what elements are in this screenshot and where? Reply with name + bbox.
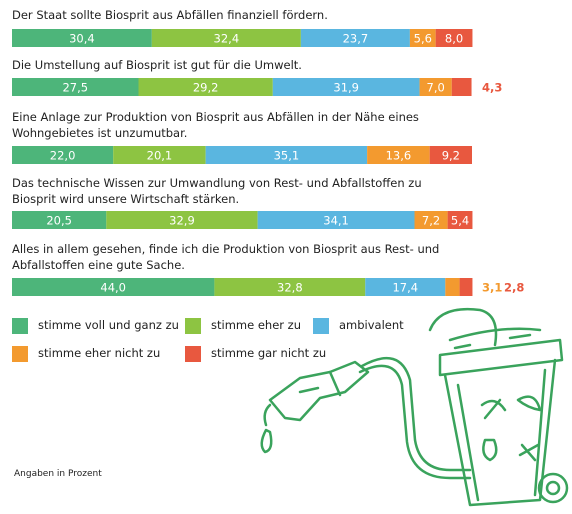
value-label: 5,6 [414,32,432,46]
value-label: 32,8 [277,281,303,295]
legend-label: stimme eher nicht zu [38,346,160,360]
legend-label: stimme voll und ganz zu [38,318,179,332]
legend-swatch [12,318,28,334]
value-label: 7,2 [422,214,440,228]
legend-label: ambivalent [339,318,404,332]
legend-swatch [12,346,28,362]
value-label: 2,8 [504,281,524,295]
bar-segment [452,78,472,96]
note: Angaben in Prozent [14,469,102,479]
value-label: 30,4 [69,32,95,46]
value-label: 4,3 [482,81,502,95]
legend-label: stimme gar nicht zu [211,346,326,360]
question: Alles in allem gesehen, finde ich die Pr… [12,241,462,273]
legend-label: stimme eher zu [211,318,301,332]
value-label: 3,1 [482,281,502,295]
value-label: 32,4 [214,32,240,46]
illustration [262,309,567,505]
legend-swatch [185,346,201,362]
legend-swatch [185,318,201,334]
value-label: 9,2 [442,149,460,163]
value-label: 35,1 [274,149,300,163]
question: Die Umstellung auf Biosprit ist gut für … [12,57,462,73]
value-label: 5,4 [451,214,469,228]
value-label: 22,0 [50,149,76,163]
value-label: 7,0 [427,81,445,95]
question: Das technische Wissen zur Umwandlung von… [12,175,462,207]
value-label: 23,7 [343,32,369,46]
value-label: 8,0 [445,32,463,46]
question: Der Staat sollte Biosprit aus Abfällen f… [12,7,462,23]
value-label: 27,5 [62,81,88,95]
question: Eine Anlage zur Produktion von Biosprit … [12,109,462,141]
bar-segment [460,278,473,296]
value-label: 32,9 [169,214,195,228]
value-label: 13,6 [386,149,412,163]
value-label: 31,9 [333,81,359,95]
legend-swatch [313,318,329,334]
value-label: 20,1 [147,149,173,163]
value-label: 17,4 [392,281,418,295]
value-label: 44,0 [100,281,126,295]
value-label: 34,1 [323,214,349,228]
value-label: 29,2 [193,81,219,95]
bar-segment [445,278,459,296]
value-label: 20,5 [46,214,72,228]
